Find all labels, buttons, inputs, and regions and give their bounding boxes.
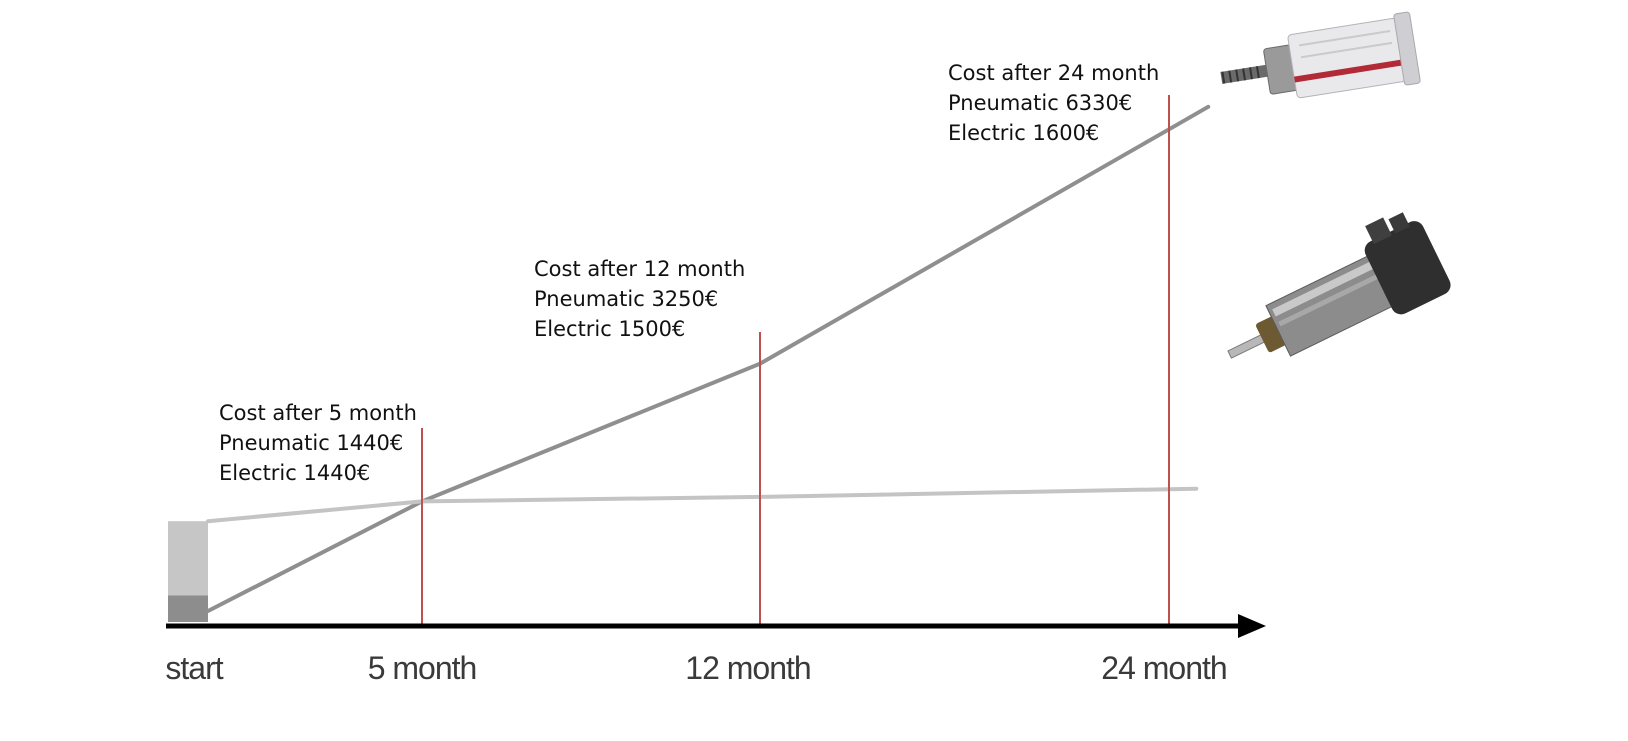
- initial-cost-bar-pneumatic: [168, 595, 208, 622]
- annotation-pneumatic: Pneumatic 1440€: [219, 431, 404, 455]
- annotation-electric: Electric 1440€: [219, 461, 371, 485]
- annotation-electric: Electric 1600€: [948, 121, 1100, 145]
- series-line-pneumatic: [206, 104, 1211, 613]
- x-axis-arrow: [1238, 614, 1266, 638]
- annotation-title: Cost after 5 month: [219, 401, 417, 425]
- annotation-12-month: Cost after 12 month Pneumatic 3250€ Elec…: [534, 254, 745, 344]
- x-tick-12-month: 12 month: [685, 650, 811, 686]
- annotation-pneumatic: Pneumatic 3250€: [534, 287, 719, 311]
- electric-actuator-image: [1227, 212, 1451, 359]
- annotation-electric: Electric 1500€: [534, 317, 686, 341]
- series-line-electric: [206, 486, 1199, 524]
- annotation-title: Cost after 24 month: [948, 61, 1160, 85]
- x-tick-5-month: 5 month: [367, 650, 478, 686]
- x-tick-24-month: 24 month: [1101, 650, 1227, 686]
- annotation-5-month: Cost after 5 month Pneumatic 1440€ Elect…: [219, 398, 417, 488]
- annotation-24-month: Cost after 24 month Pneumatic 6330€ Elec…: [948, 58, 1159, 148]
- annotation-title: Cost after 12 month: [534, 257, 746, 281]
- x-tick-start: start: [165, 650, 223, 686]
- pneumatic-cylinder-image: [1220, 11, 1421, 99]
- annotation-pneumatic: Pneumatic 6330€: [948, 91, 1133, 115]
